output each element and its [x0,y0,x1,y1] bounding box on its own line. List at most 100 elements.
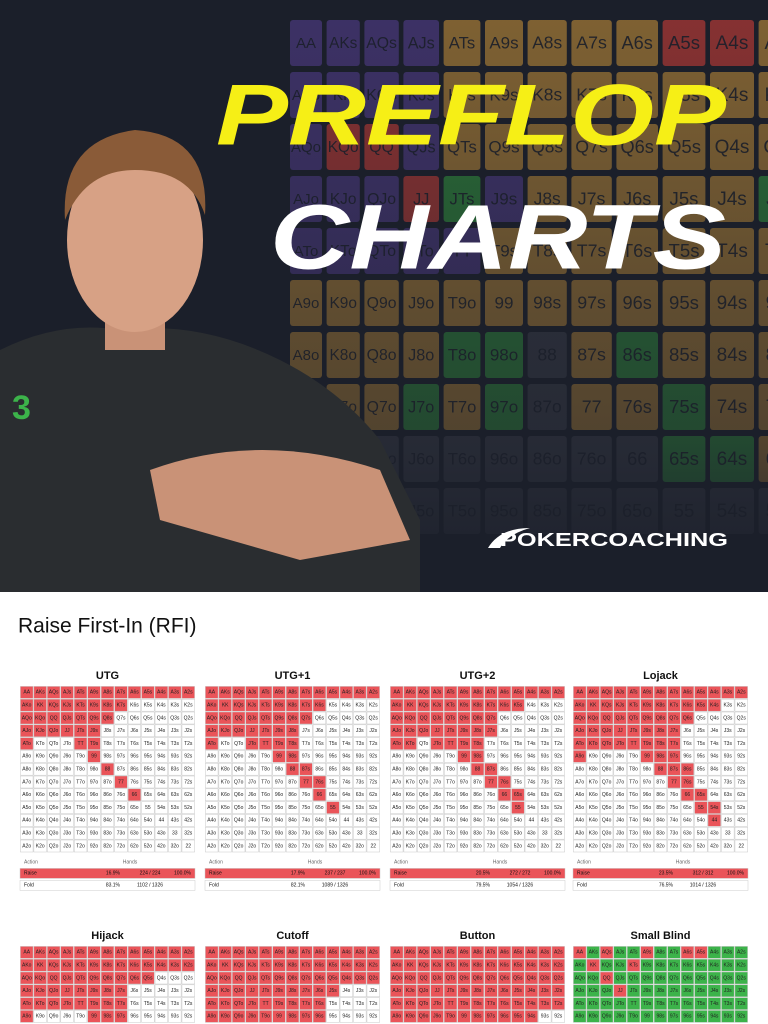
hand-label: QQ [235,975,243,981]
hand-label: 52o [329,843,338,849]
stats-action: Fold [24,883,34,889]
hand-label: T2o [261,843,270,849]
hand-cell [299,724,313,738]
hand-cell [551,1010,565,1023]
hand-cell [60,724,74,738]
hand-label: 96s [315,1014,324,1020]
hand-label: K2o [221,843,230,849]
hand-label: T9o [261,754,270,760]
hand-cell [653,775,668,789]
hand-label: 74o [487,818,496,824]
hand-label: A5s [144,690,153,696]
stats-action: Raise [394,871,407,877]
hand-label: JJ [435,728,441,734]
hand-label: A4s [710,690,719,696]
hand-cell [47,711,61,725]
hand-cell [497,839,512,853]
hand-label: JTs [630,728,638,734]
hand-cell [443,788,458,802]
hand-label: T6s [315,741,324,747]
hand-label: K3o [406,831,415,837]
hand-cell [667,698,681,712]
hand-cell [640,724,654,738]
hand-label: 22 [738,843,744,849]
hand-cell [272,686,286,699]
hand-label: T3s [356,1001,365,1007]
hand-cell [87,814,101,827]
stats-combos: 1054 / 1326 [507,883,534,889]
hand-label: 98s [103,754,112,760]
hand-label: AKs [221,950,231,956]
hand-label: 44 [344,818,350,824]
hand-cell [734,1010,748,1023]
hand-label: T7s [117,741,126,747]
hand-label: T4s [710,741,719,747]
hand-cell [734,724,748,738]
hand-cell [100,814,115,827]
hand-label: K6o [221,792,230,798]
hand-cell [326,946,340,959]
hand-label: 75o [670,805,679,811]
hand-cell [20,788,34,802]
hand-label: A3s [170,690,179,696]
hand-cell [390,1010,404,1023]
hand-cell [285,788,300,802]
hand-cell [667,711,681,725]
hand-label: AA [576,690,583,696]
hand-label: Q7s [669,975,679,981]
hand-cell [181,698,195,712]
hand-cell [484,814,498,827]
hand-cell [168,724,182,738]
hand-label: 33 [542,831,548,837]
hand-label: KQo [35,975,45,981]
hand-cell [312,971,327,985]
hand-cell [470,788,485,802]
hand-label: T5s [514,1001,523,1007]
hand-cell [168,788,182,802]
hand-label: QJs [63,715,72,721]
stats-pct: 17.9% [291,871,306,877]
hand-label: QJo [49,728,58,734]
hand-cell [403,762,417,776]
hand-label: A9o [575,1014,584,1020]
hand-cell [511,762,525,776]
hand-label: 95s [144,1014,153,1020]
hand-cell [205,788,219,802]
hand-label: T2o [446,843,455,849]
hand-cell [47,762,61,776]
hand-label: A4s [342,690,351,696]
hand-cell [497,762,512,776]
hand-label: J9o [616,754,624,760]
hand-cell [470,971,485,985]
hand-cell [734,801,748,814]
hand-label: J2o [248,843,256,849]
hand-cell [653,686,668,699]
hand-label: 98s [656,754,665,760]
hand-label: T9s [275,741,284,747]
hand-cell [100,801,115,814]
hand-cell [734,839,748,853]
hand-label: K5o [221,805,230,811]
hand-cell [653,711,668,725]
hand-label: ATo [23,1001,31,1007]
hand-cell [734,762,748,776]
hand-label: J9s [643,728,651,734]
hand-label: J9o [248,754,256,760]
hand-cell [497,801,512,814]
hand-label: A3s [355,950,364,956]
hand-label: Q6o [419,792,429,798]
hand-cell [20,724,34,738]
hand-label: QJs [433,715,442,721]
hand-label: A6s [315,950,324,956]
hand-cell [734,775,748,789]
hand-cell [524,971,538,985]
hand-label: 76s [315,779,324,785]
hand-label: A2o [207,843,216,849]
hand-cell [694,801,708,814]
hand-label: 96o [643,792,652,798]
hand-cell [707,762,721,776]
hand-cell [127,946,142,959]
hand-cell [33,814,47,827]
hand-cell [694,711,708,725]
hand-label: A2s [554,690,563,696]
